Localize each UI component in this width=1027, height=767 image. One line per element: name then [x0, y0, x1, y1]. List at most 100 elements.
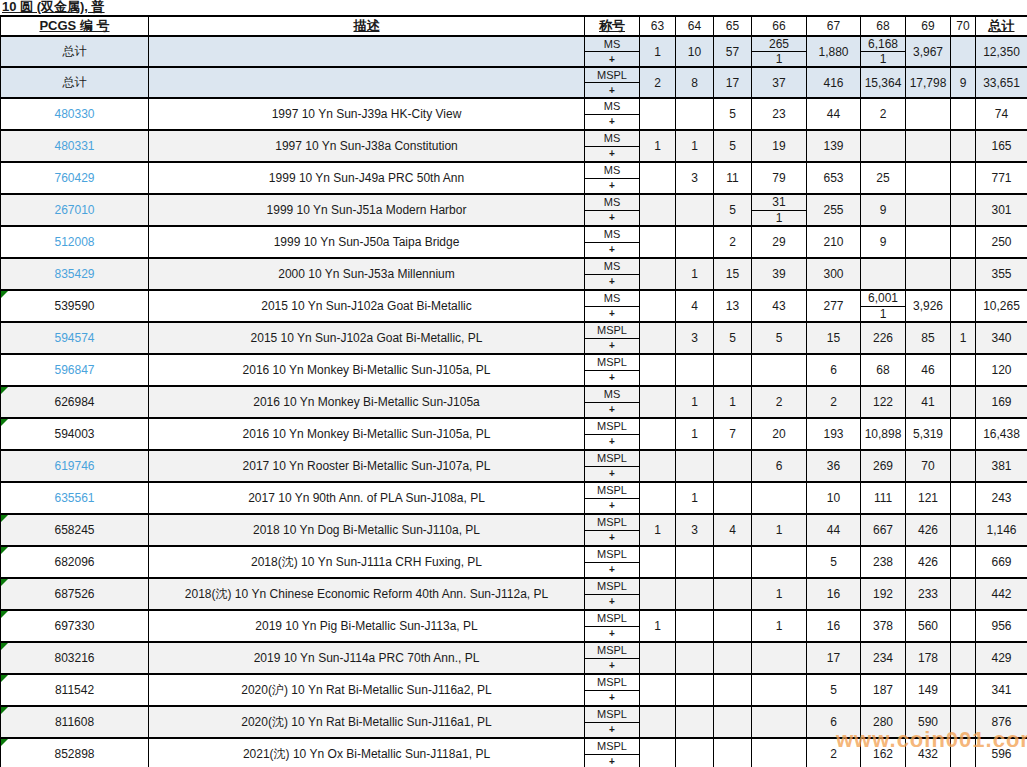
grade-cell	[906, 258, 951, 290]
grade-value: 5	[714, 131, 751, 161]
split-cell: 6,0011	[861, 291, 905, 321]
grade-cell: 7	[714, 418, 752, 450]
grade-cell: 10	[676, 36, 714, 67]
grade-cell: 1	[640, 610, 676, 642]
grade-cell	[640, 98, 676, 130]
green-corner-marker-icon	[1, 547, 8, 554]
grade-cell	[951, 194, 976, 226]
header-pcgs-number[interactable]: PCGS 编 号	[1, 16, 149, 36]
pcgs-number-link[interactable]: 619746	[54, 459, 94, 473]
pcgs-number-cell: 811542	[1, 674, 149, 706]
grade-value: 1	[676, 419, 713, 449]
designation-label: MS	[585, 227, 639, 243]
grade-cell	[640, 642, 676, 674]
grade-cell: 2	[861, 98, 906, 130]
total-value: 33,651	[976, 68, 1027, 97]
grade-value: 111	[861, 483, 905, 513]
grade-cell	[714, 706, 752, 738]
pcgs-number-link[interactable]: 635561	[54, 491, 94, 505]
designation-split: MS+	[585, 291, 639, 321]
pcgs-number-cell: 658245	[1, 514, 149, 546]
grade-cell	[640, 546, 676, 578]
grade-value: 37	[752, 68, 806, 97]
description-cell: 2016 10 Yn Monkey Bi-Metallic Sun-J105a	[149, 386, 585, 418]
grade-value	[906, 99, 950, 129]
grade-cell: 3,967	[906, 36, 951, 67]
designation-label: MSPL	[585, 547, 639, 563]
grade-value	[752, 707, 806, 737]
grade-value: 16	[807, 579, 860, 609]
grade-value	[951, 163, 975, 193]
pcgs-number-link[interactable]: 835429	[54, 267, 94, 281]
total-value: 956	[976, 611, 1027, 641]
grade-cell: 426	[906, 514, 951, 546]
grade-value: 560	[906, 611, 950, 641]
pcgs-number-link[interactable]: 512008	[54, 235, 94, 249]
grade-cell	[951, 162, 976, 194]
pcgs-number-link[interactable]: 480331	[54, 139, 94, 153]
designation-split: MS+	[585, 99, 639, 129]
grade-cell: 17	[807, 642, 861, 674]
designation-label: MS	[585, 131, 639, 147]
grade-value	[951, 131, 975, 161]
pcgs-number-cell: 512008	[1, 226, 149, 258]
grade-value: 8	[676, 68, 713, 97]
grade-cell: 210	[807, 226, 861, 258]
grade-cell: 1	[752, 610, 807, 642]
grade-value	[714, 579, 751, 609]
designation-cell: MSPL+	[585, 322, 640, 354]
description-cell: 2020(沈) 10 Yn Rat Bi-Metallic Sun-J116a1…	[149, 706, 585, 738]
grade-cell: 178	[906, 642, 951, 674]
grade-cell: 280	[861, 706, 906, 738]
grade-cell: 238	[861, 546, 906, 578]
grade-plus-value: 1	[861, 52, 905, 66]
pcgs-number-link[interactable]: 594574	[54, 331, 94, 345]
grade-plus-value: 1	[861, 307, 905, 322]
grade-cell	[752, 482, 807, 514]
grade-value	[640, 163, 675, 193]
pcgs-number-link[interactable]: 760429	[54, 171, 94, 185]
grade-cell	[640, 418, 676, 450]
designation-split: MSPL+	[585, 323, 639, 353]
table-row: 5945742015 10 Yn Sun-J102a Goat Bi-Metal…	[1, 322, 1027, 354]
description-cell: 2018(沈) 10 Yn Chinese Economic Reform 40…	[149, 578, 585, 610]
grade-value	[752, 675, 806, 705]
grade-value	[676, 195, 713, 225]
pcgs-number-link[interactable]: 267010	[54, 203, 94, 217]
grade-value	[640, 483, 675, 513]
grade-value: 3,967	[906, 37, 950, 66]
total-value: 876	[976, 707, 1027, 737]
designation-cell: MS+	[585, 386, 640, 418]
header-description[interactable]: 描述	[149, 16, 585, 36]
grade-cell	[951, 578, 976, 610]
designation-plus-label: +	[585, 723, 639, 738]
grade-cell: 162	[861, 738, 906, 767]
total-value: 340	[976, 323, 1027, 353]
pcgs-number: 594003	[54, 427, 94, 441]
header-designation[interactable]: 称号	[585, 16, 640, 36]
grade-cell	[676, 546, 714, 578]
grade-value: 590	[906, 707, 950, 737]
grade-cell: 1	[752, 514, 807, 546]
grade-cell: 6	[807, 706, 861, 738]
grade-cell: 5	[714, 98, 752, 130]
description-cell: 2018 10 Yn Dog Bi-Metallic Sun-J110a, PL	[149, 514, 585, 546]
grade-value: 17,798	[906, 68, 950, 97]
pcgs-number-link[interactable]: 480330	[54, 107, 94, 121]
grade-value: 1	[640, 37, 675, 66]
grade-value: 193	[807, 419, 860, 449]
header-total[interactable]: 总计	[976, 16, 1027, 36]
page-title[interactable]: 10 圆 (双金属), 普	[0, 0, 1027, 15]
grade-cell: 15,364	[861, 67, 906, 98]
grade-cell: 10	[807, 482, 861, 514]
designation-cell: MSPL+	[585, 418, 640, 450]
designation-cell: MSPL+	[585, 674, 640, 706]
grade-cell	[676, 706, 714, 738]
grade-cell	[951, 482, 976, 514]
description-cell: 2018(沈) 10 Yn Sun-J111a CRH Fuxing, PL	[149, 546, 585, 578]
coin-description: 2017 10 Yn 90th Ann. of PLA Sun-J108a, P…	[248, 491, 485, 505]
grade-cell: 2	[752, 386, 807, 418]
pcgs-number-link[interactable]: 596847	[54, 363, 94, 377]
grade-cell	[640, 226, 676, 258]
grade-cell	[714, 674, 752, 706]
